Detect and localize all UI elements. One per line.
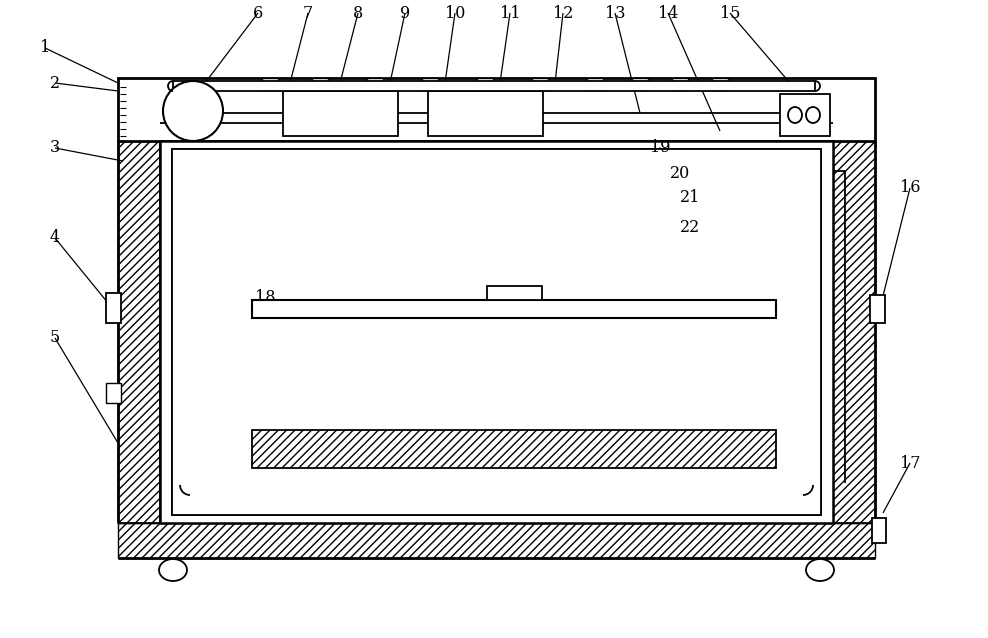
Bar [487,286,542,300]
Bar [118,523,875,558]
Bar [833,141,875,523]
Bar [172,149,821,515]
Text: 1: 1 [40,40,50,57]
Bar [172,149,821,515]
Bar [118,78,875,141]
Bar [106,383,121,403]
Text: 20: 20 [670,165,691,181]
Bar [262,78,278,90]
Bar [422,78,438,90]
Bar [872,518,886,543]
Bar [780,94,830,136]
Text: 2: 2 [50,75,60,91]
Text: 6: 6 [253,4,263,22]
Bar [870,295,885,323]
Bar [367,78,383,90]
Bar [712,78,728,90]
Bar [477,78,493,90]
Text: 11: 11 [500,4,521,22]
Text: 22: 22 [680,219,700,237]
Text: 16: 16 [900,179,920,197]
Text: 8: 8 [353,4,364,22]
Text: 7: 7 [303,4,313,22]
Text: 5: 5 [49,329,60,346]
Text: 4: 4 [50,230,60,246]
Text: 14: 14 [658,4,678,22]
Circle shape [163,81,223,141]
Bar [587,78,603,90]
Text: 9: 9 [400,4,410,22]
Ellipse shape [806,107,820,123]
Text: 3: 3 [49,140,60,156]
Text: 19: 19 [650,140,670,156]
Bar [632,78,648,90]
Text: 12: 12 [553,4,573,22]
Ellipse shape [788,107,802,123]
Bar [532,78,548,90]
Text: 18: 18 [255,290,276,306]
Text: 13: 13 [605,4,625,22]
Bar [252,300,776,318]
Bar [283,91,398,136]
Bar [118,141,160,523]
Bar [173,81,815,91]
Bar [312,78,328,90]
Bar [106,293,121,323]
Text: 15: 15 [719,4,740,22]
Text: 21: 21 [680,189,700,207]
Text: 10: 10 [445,4,465,22]
Ellipse shape [159,559,187,581]
Bar [252,430,776,468]
Bar [672,78,688,90]
Bar [428,91,543,136]
Ellipse shape [806,559,834,581]
Bar [160,141,833,523]
Text: 17: 17 [900,454,920,471]
